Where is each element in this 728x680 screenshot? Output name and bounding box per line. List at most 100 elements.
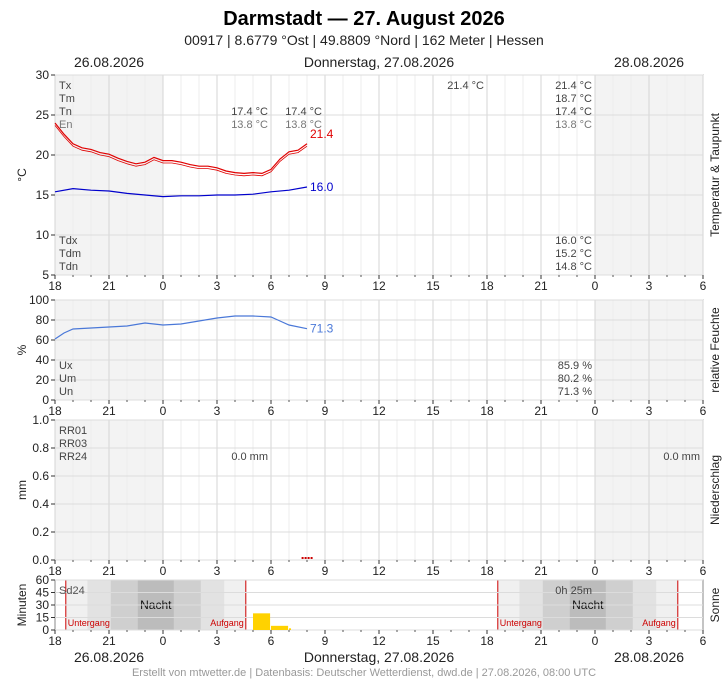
- x-tick-label: 0: [592, 279, 599, 293]
- x-tick-label: 15: [426, 279, 440, 293]
- sunrise-label: Aufgang: [642, 618, 676, 628]
- x-tick-label: 6: [700, 404, 707, 418]
- stat-value-day2: 21.4 °C: [447, 80, 484, 92]
- temperature-line-secondary: [54, 125, 308, 177]
- stat-value-day3: 21.4 °C: [555, 80, 592, 92]
- stat-key: Tn: [59, 106, 72, 118]
- stat-key: Tdm: [59, 248, 81, 260]
- stat-value-day3: 17.4 °C: [555, 106, 592, 118]
- x-tick-label: 9: [322, 564, 329, 578]
- stat-key: Un: [59, 386, 73, 398]
- humidity-current-label: 71.3: [310, 322, 334, 336]
- y-tick-label: 100: [29, 293, 49, 307]
- x-tick-label: 21: [534, 564, 548, 578]
- sunset-label: Untergang: [68, 618, 110, 628]
- stat-key: Um: [59, 373, 76, 385]
- stat-key: Tdx: [59, 235, 78, 247]
- stat-key: En: [59, 119, 72, 131]
- x-tick-label: 18: [480, 634, 494, 648]
- precip-zero-marker: [301, 557, 304, 559]
- y-tick-label: 60: [36, 573, 50, 587]
- precip-label: RR03: [59, 438, 87, 450]
- y-tick-label: 15: [36, 611, 50, 625]
- stat-value-day1: 17.4 °C: [231, 106, 268, 118]
- x-tick-label: 21: [102, 279, 116, 293]
- y-tick-label: 10: [36, 228, 50, 242]
- y-axis-label: °C: [15, 168, 29, 182]
- x-tick-label: 0: [160, 279, 167, 293]
- y-tick-label: 5: [42, 268, 49, 282]
- y-tick-label: 80: [36, 313, 50, 327]
- x-tick-label: 6: [268, 404, 275, 418]
- x-tick-label: 12: [372, 404, 386, 418]
- stat-key: Tx: [59, 80, 72, 92]
- x-tick-label: 3: [214, 564, 221, 578]
- y-tick-label: 40: [36, 353, 50, 367]
- x-tick-label: 0: [160, 634, 167, 648]
- dewpoint-current-label: 16.0: [310, 180, 334, 194]
- stat-value-day3: 16.0 °C: [555, 235, 592, 247]
- page-title: Darmstadt — 27. August 2026: [223, 8, 505, 30]
- date-center-top: Donnerstag, 27.08.2026: [304, 54, 454, 70]
- y-tick-label: 25: [36, 108, 50, 122]
- x-tick-label: 15: [426, 404, 440, 418]
- x-tick-label: 0: [592, 564, 599, 578]
- y-tick-label: 0.0: [32, 553, 49, 567]
- panel-side-label: Temperatur & Taupunkt: [708, 112, 722, 237]
- x-tick-label: 3: [646, 564, 653, 578]
- y-tick-label: 60: [36, 333, 50, 347]
- x-tick-label: 18: [48, 279, 62, 293]
- sunshine-total-day3: 0h 25m: [555, 585, 592, 597]
- panel-side-label: Niederschlag: [708, 455, 722, 525]
- x-tick-label: 15: [426, 564, 440, 578]
- stat-value-day1: 13.8 °C: [231, 119, 268, 131]
- x-tick-label: 21: [102, 564, 116, 578]
- y-tick-label: 45: [36, 586, 50, 600]
- stat-value-day3: 18.7 °C: [555, 93, 592, 105]
- sunshine-bar: [289, 628, 291, 630]
- y-tick-label: 20: [36, 373, 50, 387]
- sunshine-bar: [253, 613, 271, 630]
- date-right-top: 28.08.2026: [614, 54, 684, 70]
- y-tick-label: 0: [42, 393, 49, 407]
- temperature-line: [54, 122, 308, 175]
- x-tick-label: 0: [160, 404, 167, 418]
- y-tick-label: 0: [42, 623, 49, 637]
- date-left-bottom: 26.08.2026: [74, 649, 144, 665]
- stat-value-day3: 71.3 %: [558, 386, 592, 398]
- x-tick-label: 6: [700, 634, 707, 648]
- sunshine-sum-label: Sd24: [59, 585, 85, 597]
- x-tick-label: 12: [372, 634, 386, 648]
- x-tick-label: 18: [48, 634, 62, 648]
- x-tick-label: 18: [480, 564, 494, 578]
- x-tick-label: 18: [480, 404, 494, 418]
- x-tick-label: 3: [646, 404, 653, 418]
- y-tick-label: 20: [36, 148, 50, 162]
- date-right-bottom: 28.08.2026: [614, 649, 684, 665]
- date-center-bottom: Donnerstag, 27.08.2026: [304, 649, 454, 665]
- y-tick-label: 0.6: [32, 469, 49, 483]
- x-tick-label: 9: [322, 634, 329, 648]
- humidity-line: [54, 315, 308, 340]
- precip-zero-marker: [307, 557, 310, 559]
- stat-value-day3: 14.8 °C: [555, 261, 592, 273]
- x-tick-label: 3: [214, 279, 221, 293]
- precip-zero-marker: [310, 557, 313, 559]
- dewpoint-line: [54, 186, 308, 198]
- precip-total-day3: 0.0 mm: [663, 451, 700, 463]
- x-tick-label: 6: [268, 279, 275, 293]
- y-tick-label: 0.2: [32, 525, 49, 539]
- panel-side-label: relative Feuchte: [708, 307, 722, 393]
- x-tick-label: 0: [160, 564, 167, 578]
- y-tick-label: 0.8: [32, 441, 49, 455]
- panel-side-label: Sonne: [708, 587, 722, 622]
- x-tick-label: 9: [322, 404, 329, 418]
- x-tick-label: 18: [480, 279, 494, 293]
- precip-label: RR01: [59, 425, 87, 437]
- y-axis-label: Minuten: [15, 584, 29, 627]
- x-tick-label: 3: [214, 404, 221, 418]
- stat-key: Tdn: [59, 261, 78, 273]
- x-tick-label: 6: [268, 634, 275, 648]
- x-tick-label: 21: [102, 634, 116, 648]
